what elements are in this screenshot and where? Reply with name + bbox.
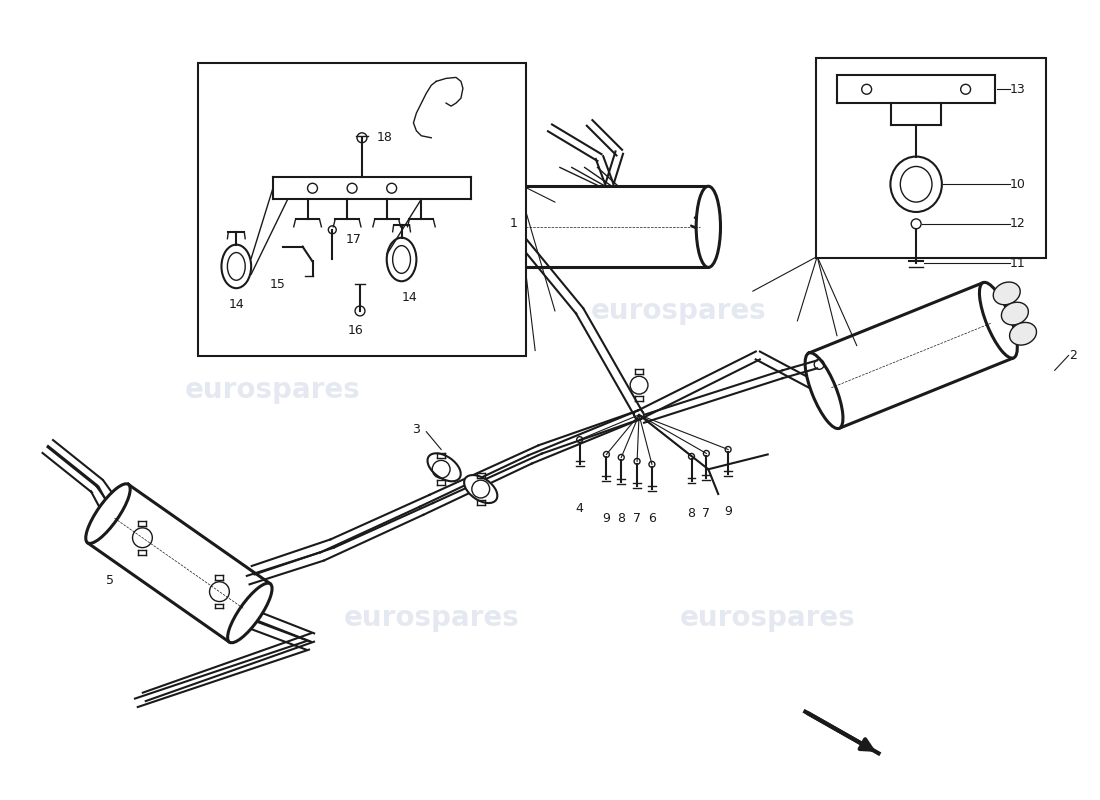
- Text: 9: 9: [724, 506, 733, 518]
- FancyBboxPatch shape: [816, 58, 1046, 258]
- Text: eurospares: eurospares: [591, 297, 767, 325]
- Ellipse shape: [696, 186, 720, 267]
- FancyBboxPatch shape: [198, 62, 526, 357]
- Ellipse shape: [428, 454, 461, 482]
- Text: 3: 3: [412, 423, 420, 436]
- Text: 8: 8: [688, 507, 695, 520]
- Text: 14: 14: [229, 298, 244, 310]
- Ellipse shape: [805, 353, 843, 429]
- Ellipse shape: [979, 282, 1018, 358]
- Text: 8: 8: [617, 512, 625, 526]
- Text: 9: 9: [603, 512, 611, 526]
- Ellipse shape: [1001, 302, 1028, 325]
- Text: 4: 4: [575, 502, 584, 515]
- Text: 5: 5: [106, 574, 113, 586]
- Text: 16: 16: [348, 324, 363, 338]
- Ellipse shape: [228, 253, 245, 280]
- Text: 6: 6: [648, 512, 656, 526]
- Text: 1: 1: [509, 218, 517, 230]
- Text: 10: 10: [1010, 178, 1026, 190]
- Text: 13: 13: [1010, 82, 1026, 96]
- Ellipse shape: [393, 246, 410, 274]
- Text: eurospares: eurospares: [343, 604, 519, 632]
- Ellipse shape: [387, 238, 417, 282]
- Ellipse shape: [221, 245, 251, 288]
- Text: 12: 12: [1010, 218, 1026, 230]
- Ellipse shape: [86, 484, 130, 543]
- Ellipse shape: [890, 157, 942, 212]
- Ellipse shape: [498, 186, 522, 267]
- Ellipse shape: [993, 282, 1020, 305]
- Ellipse shape: [464, 475, 497, 503]
- Ellipse shape: [228, 583, 272, 642]
- Text: 7: 7: [703, 507, 711, 520]
- Text: 17: 17: [346, 233, 362, 246]
- Text: eurospares: eurospares: [680, 604, 856, 632]
- Text: 15: 15: [270, 278, 286, 290]
- Text: 14: 14: [402, 290, 417, 303]
- Ellipse shape: [1010, 322, 1036, 345]
- Text: 2: 2: [1069, 349, 1077, 362]
- Ellipse shape: [900, 166, 932, 202]
- Text: 7: 7: [634, 512, 641, 526]
- Text: 18: 18: [377, 131, 393, 144]
- Text: 11: 11: [1010, 257, 1026, 270]
- Text: eurospares: eurospares: [185, 376, 361, 404]
